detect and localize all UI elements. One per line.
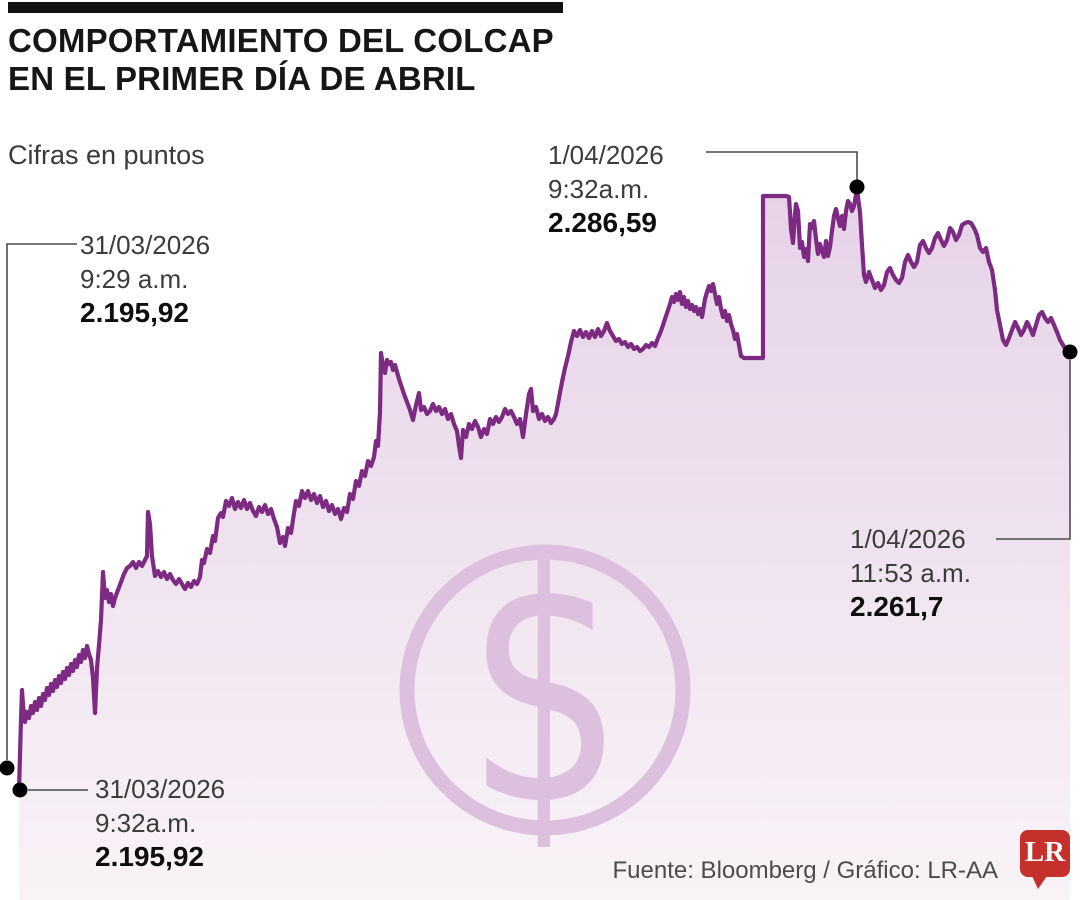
annotation-time: 9:29 a.m. (80, 264, 189, 294)
data-point-dot (1062, 344, 1078, 360)
chart-subtitle: Cifras en puntos (8, 140, 205, 170)
annotation-date: 31/03/2026 (80, 230, 211, 260)
currency-watermark: $ (399, 503, 691, 876)
annotation-date: 1/04/2026 (850, 524, 966, 554)
leader-line (6, 243, 77, 760)
watermark-circle (399, 544, 691, 836)
data-point-dot (849, 179, 865, 195)
lr-logo: LR (1020, 830, 1070, 889)
annotation-last-0104: 1/04/2026 11:53 a.m. 2.261,7 (850, 522, 971, 624)
annotation-leaders (6, 151, 1071, 791)
annotation-min-3103: 31/03/2026 9:32a.m. 2.195,92 (95, 772, 225, 874)
leader-line (996, 360, 1071, 540)
page-title-line2: EN EL PRIMER DÍA DE ABRIL (8, 60, 476, 97)
leader-line (706, 151, 858, 180)
price-line (16, 186, 1073, 793)
annotation-date: 31/03/2026 (95, 774, 226, 804)
annotation-value: 2.195,92 (80, 297, 189, 328)
annotation-date: 1/04/2026 (548, 140, 664, 170)
annotation-time: 9:32a.m. (95, 808, 197, 838)
title-accent-bar (8, 2, 563, 13)
annotation-time: 9:32a.m. (548, 174, 650, 204)
annotation-max-0104: 1/04/2026 9:32a.m. 2.286,59 (548, 138, 664, 240)
lr-logo-text: LR (1024, 836, 1066, 868)
annotation-open-3103: 31/03/2026 9:29 a.m. 2.195,92 (80, 228, 210, 330)
lr-logo-tail (1032, 876, 1047, 889)
annotation-value: 2.286,59 (548, 207, 657, 238)
dollar-icon: $ (466, 503, 625, 875)
annotation-time: 11:53 a.m. (850, 558, 971, 588)
data-point-dot (12, 782, 28, 798)
price-area (19, 189, 1070, 900)
annotation-dots (0, 179, 1078, 798)
source-credit: Fuente: Bloomberg / Gráfico: LR-AA (612, 857, 999, 884)
page-title: COMPORTAMIENTO DEL COLCAP EN EL PRIMER D… (8, 22, 554, 98)
page-title-line1: COMPORTAMIENTO DEL COLCAP (8, 22, 554, 59)
annotation-value: 2.261,7 (850, 591, 944, 622)
data-point-dot (0, 760, 15, 776)
annotation-value: 2.195,92 (95, 841, 204, 872)
